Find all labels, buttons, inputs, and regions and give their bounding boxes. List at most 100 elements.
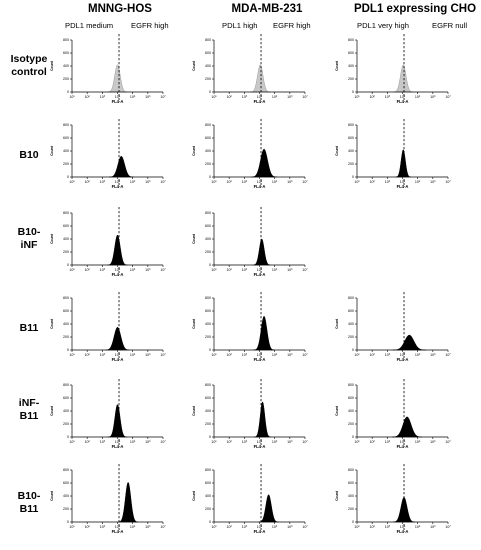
histogram-panel: Count 0 200 400 600 800 10¹ 10² 10³ 10⁴ 10⁵ 10⁶ 10⁷ F… bbox=[335, 119, 451, 189]
y-tick-label: 600 bbox=[63, 136, 69, 140]
x-tick-label: 10⁴ bbox=[400, 95, 406, 99]
y-tick-label: 400 bbox=[63, 237, 69, 241]
x-tick-label: 10⁴ bbox=[257, 525, 263, 529]
y-axis-label: Count bbox=[192, 233, 196, 244]
x-tick-label: 10⁵ bbox=[130, 353, 136, 357]
x-axis-label: FL4-A bbox=[397, 444, 409, 449]
x-tick-label: 10² bbox=[370, 180, 376, 184]
histogram-panel: Count 0 200 400 600 800 10¹ 10² 10³ 10⁴ 10⁵ 10⁶ 10⁷ F… bbox=[335, 292, 451, 362]
y-tick-label: 0 bbox=[209, 90, 211, 94]
y-tick-label: 200 bbox=[348, 422, 354, 426]
x-axis-label: FL4-A bbox=[397, 99, 409, 104]
x-tick-label: 10⁶ bbox=[145, 180, 151, 184]
histogram-peak bbox=[118, 481, 139, 523]
x-tick-label: 10³ bbox=[385, 180, 391, 184]
y-tick-label: 200 bbox=[205, 77, 211, 81]
histogram-panel: Count 0 200 400 600 800 10¹ 10² 10³ 10⁴ 10⁵ 10⁶ 10⁷ F… bbox=[192, 34, 308, 104]
x-tick-label: 10⁵ bbox=[272, 353, 278, 357]
y-tick-label: 400 bbox=[205, 237, 211, 241]
x-tick-label: 10⁶ bbox=[145, 268, 151, 272]
y-tick-label: 400 bbox=[348, 64, 354, 68]
x-tick-label: 10⁶ bbox=[430, 525, 436, 529]
x-tick-label: 10⁴ bbox=[400, 525, 406, 529]
y-axis-label: Count bbox=[192, 145, 196, 156]
x-tick-label: 10⁶ bbox=[145, 525, 151, 529]
y-tick-label: 0 bbox=[352, 90, 354, 94]
y-tick-label: 0 bbox=[67, 90, 69, 94]
x-tick-label: 10⁵ bbox=[272, 440, 278, 444]
y-tick-label: 0 bbox=[352, 435, 354, 439]
row-label-line: B10- bbox=[17, 226, 41, 238]
row-label-line: iNF- bbox=[18, 397, 40, 409]
x-tick-label: 10² bbox=[370, 353, 376, 357]
x-tick-label: 10² bbox=[85, 525, 91, 529]
row-label-line: B11 bbox=[19, 503, 39, 515]
y-tick-label: 800 bbox=[348, 468, 354, 472]
x-tick-label: 10⁵ bbox=[415, 180, 421, 184]
x-tick-label: 10⁶ bbox=[430, 180, 436, 184]
y-tick-label: 600 bbox=[63, 224, 69, 228]
column-subtitle-right: EGFR high bbox=[273, 21, 311, 30]
x-axis-label: FL4-A bbox=[112, 357, 124, 362]
x-tick-label: 10⁷ bbox=[160, 353, 166, 357]
histogram-panel: Count 0 200 400 600 800 10¹ 10² 10³ 10⁴ 10⁵ 10⁶ 10⁷ F… bbox=[50, 34, 166, 104]
histogram-peak bbox=[107, 404, 128, 438]
x-tick-label: 10² bbox=[370, 95, 376, 99]
x-tick-label: 10⁴ bbox=[115, 95, 121, 99]
y-tick-label: 0 bbox=[67, 263, 69, 267]
row-label-isotype-control: Isotype control bbox=[0, 53, 58, 79]
x-tick-label: 10⁶ bbox=[430, 95, 436, 99]
histogram-panel: Count 0 200 400 600 800 10¹ 10² 10³ 10⁴ 10⁵ 10⁶ 10⁷ F… bbox=[50, 207, 166, 277]
histogram-peak bbox=[392, 334, 426, 351]
y-tick-label: 400 bbox=[348, 409, 354, 413]
y-axis-label: Count bbox=[192, 318, 196, 329]
y-tick-label: 0 bbox=[352, 175, 354, 179]
row-label-b10: B10 bbox=[0, 149, 58, 162]
y-tick-label: 800 bbox=[63, 468, 69, 472]
x-tick-label: 10¹ bbox=[211, 95, 217, 99]
y-tick-label: 800 bbox=[205, 211, 211, 215]
y-tick-label: 600 bbox=[348, 396, 354, 400]
x-tick-label: 10⁵ bbox=[272, 525, 278, 529]
x-tick-label: 10⁴ bbox=[257, 180, 263, 184]
x-tick-label: 10¹ bbox=[69, 268, 75, 272]
y-tick-label: 400 bbox=[205, 494, 211, 498]
x-tick-label: 10² bbox=[227, 525, 233, 529]
y-tick-label: 200 bbox=[205, 335, 211, 339]
x-tick-label: 10¹ bbox=[211, 353, 217, 357]
row-label-inf-b11: iNF- B11 bbox=[0, 397, 58, 423]
y-tick-label: 200 bbox=[348, 507, 354, 511]
x-tick-label: 10⁶ bbox=[430, 353, 436, 357]
x-axis-label: FL4-A bbox=[112, 444, 124, 449]
x-tick-label: 10¹ bbox=[211, 525, 217, 529]
y-tick-label: 0 bbox=[352, 348, 354, 352]
column-title-pdl1-cho: PDL1 expressing CHO bbox=[353, 3, 477, 15]
x-tick-label: 10¹ bbox=[69, 180, 75, 184]
x-tick-label: 10⁵ bbox=[415, 440, 421, 444]
y-tick-label: 0 bbox=[67, 348, 69, 352]
x-tick-label: 10⁷ bbox=[160, 95, 166, 99]
histogram-panel: Count 0 200 400 600 800 10¹ 10² 10³ 10⁴ 10⁵ 10⁶ 10⁷ F… bbox=[192, 379, 308, 449]
x-axis-label: FL4-A bbox=[254, 357, 266, 362]
histogram-peak bbox=[107, 234, 128, 266]
x-tick-label: 10⁷ bbox=[445, 180, 451, 184]
histogram-panel: Count 0 200 400 600 800 10¹ 10² 10³ 10⁴ 10⁵ 10⁶ 10⁷ F… bbox=[50, 464, 166, 534]
x-axis-label: FL4-A bbox=[254, 99, 266, 104]
x-tick-label: 10² bbox=[85, 268, 91, 272]
histogram-peak bbox=[250, 64, 271, 93]
y-axis-label: Count bbox=[192, 405, 196, 416]
x-tick-label: 10³ bbox=[242, 180, 248, 184]
x-tick-label: 10⁵ bbox=[415, 95, 421, 99]
x-tick-label: 10² bbox=[85, 440, 91, 444]
x-tick-label: 10⁵ bbox=[272, 268, 278, 272]
column-subtitle-right: EGFR null bbox=[432, 21, 468, 30]
x-tick-label: 10³ bbox=[100, 440, 106, 444]
x-tick-label: 10⁵ bbox=[272, 180, 278, 184]
x-tick-label: 10⁵ bbox=[130, 525, 136, 529]
histogram-panel: Count 0 200 400 600 800 10¹ 10² 10³ 10⁴ 10⁵ 10⁶ 10⁷ F… bbox=[335, 464, 451, 534]
y-axis-label: Count bbox=[50, 233, 54, 244]
x-tick-label: 10⁷ bbox=[302, 525, 308, 529]
histogram-peak bbox=[395, 149, 412, 178]
histogram-peak bbox=[251, 148, 277, 178]
